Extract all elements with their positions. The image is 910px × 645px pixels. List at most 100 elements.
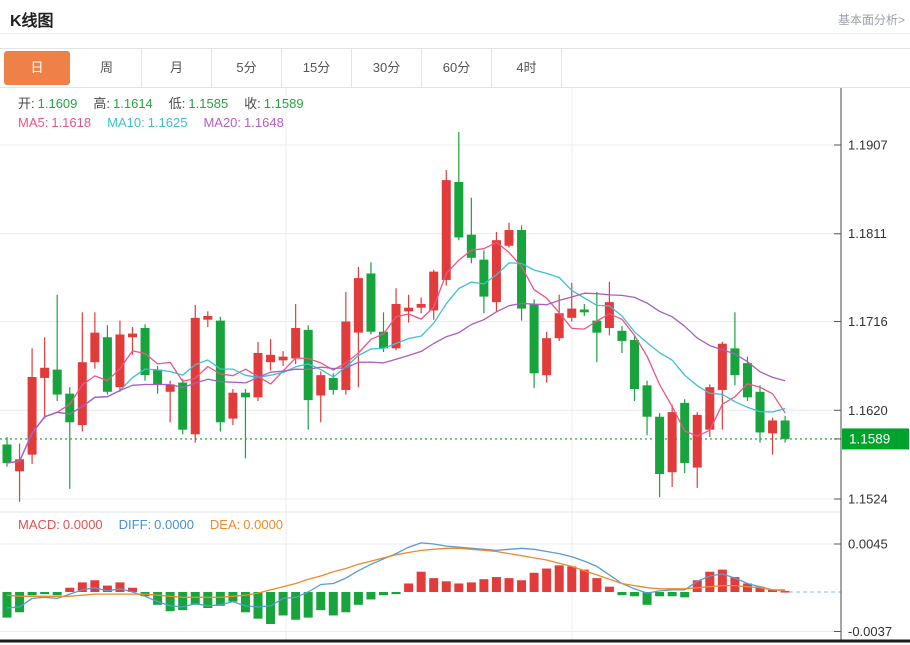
candle-body — [153, 369, 163, 385]
candle-body — [379, 331, 388, 349]
tab-60min[interactable]: 60分 — [422, 49, 492, 87]
macd-hist-bar — [554, 565, 564, 592]
candle-body — [454, 181, 464, 238]
candle-body — [77, 362, 87, 426]
macd-hist-bar — [316, 592, 326, 611]
candle-body — [316, 375, 326, 396]
candle-body — [90, 332, 100, 363]
macd-hist-bar — [705, 571, 715, 592]
macd-hist-bar — [379, 592, 388, 596]
ma10-value: 1.1625 — [147, 115, 188, 130]
macd-hist-bar — [278, 592, 288, 616]
diff-value: 0.0000 — [154, 517, 194, 532]
candle-body — [730, 348, 740, 376]
macd-hist-bar — [115, 582, 125, 592]
macd-tick-label: 0.0045 — [848, 536, 888, 551]
candle-body — [705, 387, 715, 430]
macd-hist-bar — [240, 592, 250, 613]
page-header: K线图 基本面分析> — [0, 0, 910, 34]
macd-tick-label: -0.0037 — [848, 624, 892, 639]
candle-body — [579, 309, 589, 313]
candle-body — [491, 240, 501, 303]
macd-hist-bar — [529, 572, 539, 592]
macd-hist-bar — [178, 592, 188, 611]
macd-hist-bar — [604, 586, 614, 592]
macd-hist-bar — [429, 578, 439, 592]
macd-hist-bar — [542, 568, 552, 592]
macd-hist-bar — [441, 581, 451, 592]
ma20-line — [6, 292, 786, 464]
candle-body — [40, 367, 50, 378]
low-value: 1.1585 — [188, 96, 229, 111]
macd-hist-bar — [579, 569, 589, 592]
candle-body — [529, 303, 539, 374]
tab-5min[interactable]: 5分 — [212, 49, 282, 87]
candle-body — [165, 384, 175, 392]
candle-body — [592, 320, 602, 333]
diff-label: DIFF: — [118, 517, 152, 532]
low-label: 低: — [168, 96, 186, 111]
tab-month[interactable]: 月 — [142, 49, 212, 87]
macd-hist-bar — [328, 592, 338, 616]
macd-hist-bar — [617, 592, 627, 596]
ohlc-row: 开: 1.1609 高: 1.1614 低: 1.1585 收: 1.1589 — [18, 94, 304, 113]
tab-15min[interactable]: 15分 — [282, 49, 352, 87]
candle-body — [253, 352, 263, 398]
candle-body — [278, 356, 288, 361]
candle-body — [328, 377, 338, 390]
macd-hist-bar — [667, 592, 677, 597]
tab-4hour[interactable]: 4时 — [492, 49, 562, 87]
macd-hist-bar — [353, 592, 363, 605]
candle-body — [128, 333, 137, 338]
candle-body — [303, 329, 313, 401]
tab-week[interactable]: 周 — [72, 49, 142, 87]
macd-hist-bar — [780, 590, 790, 593]
macd-hist-bar — [2, 592, 12, 618]
macd-hist-bar — [416, 571, 426, 592]
price-tick-label: 1.1716 — [848, 314, 888, 329]
macd-hist-bar — [655, 592, 665, 597]
candle-body — [416, 303, 426, 308]
candle-body — [604, 302, 614, 329]
macd-value: 0.0000 — [62, 517, 103, 532]
page-title: K线图 — [10, 13, 54, 30]
candle-body — [692, 414, 702, 468]
macd-hist-bar — [466, 582, 476, 592]
candle-body — [341, 321, 351, 390]
ma10-label: MA10: — [107, 115, 145, 130]
macd-hist-bar — [52, 592, 62, 596]
candle-body — [504, 230, 514, 246]
macd-hist-bar — [215, 592, 225, 606]
candle-body — [404, 307, 414, 312]
tab-30min[interactable]: 30分 — [352, 49, 422, 87]
ma20-value: 1.1648 — [244, 115, 284, 130]
candle-body — [630, 340, 639, 390]
macd-hist-bar — [165, 592, 175, 612]
candle-body — [366, 273, 376, 332]
candle-body — [15, 459, 25, 472]
candle-body — [391, 303, 401, 349]
close-value: 1.1589 — [263, 96, 304, 111]
current-price-badge-label: 1.1589 — [849, 431, 890, 446]
candle-body — [479, 259, 489, 297]
macd-hist-bar — [203, 592, 213, 609]
candle-body — [228, 392, 238, 419]
macd-hist-bar — [266, 592, 276, 625]
kline-chart-canvas[interactable]: 1.1907 1.1811 1.1716 1.1620 1.1524 0.0045 -0.0… — [0, 88, 910, 645]
candle-body — [680, 402, 690, 463]
diff-line — [6, 542, 786, 609]
candle-body — [780, 420, 790, 439]
macd-hist-bar — [567, 566, 577, 592]
candle-body — [429, 271, 439, 311]
macd-hist-bar — [592, 578, 602, 592]
ma5-value: 1.1618 — [51, 115, 92, 130]
macd-hist-bar — [102, 585, 112, 592]
macd-legend: MACD: 0.0000 DIFF: 0.0000 DEA: 0.0000 — [18, 517, 283, 532]
candle-body — [203, 315, 213, 320]
macd-hist-bar — [742, 583, 752, 592]
candle-body — [768, 420, 778, 434]
fundamental-analysis-link[interactable]: 基本面分析> — [837, 13, 905, 27]
macd-hist-bar — [303, 592, 313, 618]
dea-value: 0.0000 — [243, 517, 284, 532]
tab-day[interactable]: 日 — [4, 51, 70, 85]
